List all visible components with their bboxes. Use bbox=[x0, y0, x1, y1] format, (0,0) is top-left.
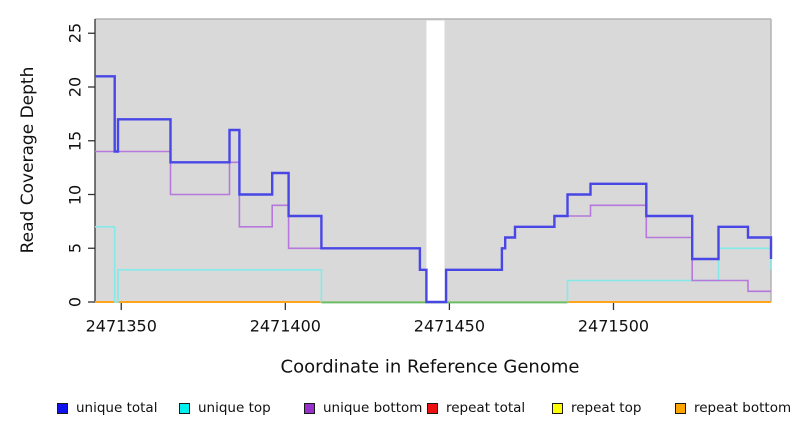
y-tick-label: 20 bbox=[65, 76, 85, 98]
legend-label: unique top bbox=[198, 400, 271, 416]
y-tick-label: 15 bbox=[65, 130, 85, 151]
legend-item-unique-bottom: unique bottom bbox=[304, 398, 422, 418]
x-tick-label: 2471450 bbox=[413, 316, 486, 336]
legend-swatch bbox=[179, 402, 190, 414]
legend-label: unique total bbox=[76, 400, 158, 416]
y-tick-label: 10 bbox=[65, 184, 85, 205]
y-tick-label: 25 bbox=[65, 23, 85, 44]
legend-item-unique-total: unique total bbox=[57, 398, 157, 418]
x-tick-label: 2471350 bbox=[85, 316, 157, 336]
legend-label: repeat bottom bbox=[694, 400, 792, 416]
series-unique-total bbox=[95, 75, 773, 304]
legend-item-repeat-total: repeat total bbox=[427, 398, 525, 418]
x-tick-label: 2471400 bbox=[249, 316, 321, 336]
legend-item-repeat-top: repeat top bbox=[552, 398, 641, 418]
legend-item-repeat-bottom: repeat bottom bbox=[675, 398, 791, 418]
legend-swatch bbox=[57, 402, 68, 414]
legend-label: unique bottom bbox=[323, 400, 423, 416]
y-axis-title: Read Coverage Depth bbox=[18, 66, 38, 254]
legend-label: repeat total bbox=[446, 400, 526, 416]
legend-swatch bbox=[304, 402, 315, 414]
legend-swatch bbox=[675, 402, 686, 414]
y-tick-label: 0 bbox=[65, 296, 85, 308]
legend-label: repeat top bbox=[571, 400, 642, 416]
y-tick-label: 5 bbox=[65, 243, 85, 254]
legend-swatch bbox=[552, 402, 563, 414]
legend: unique total unique top unique bottom repea… bbox=[0, 398, 792, 420]
no-data-gap-band bbox=[426, 20, 445, 302]
x-tick-label: 2471500 bbox=[577, 316, 650, 336]
legend-item-unique-top: unique top bbox=[179, 398, 271, 418]
legend-swatch bbox=[427, 402, 438, 414]
x-axis-title: Coordinate in Reference Genome bbox=[280, 356, 580, 378]
